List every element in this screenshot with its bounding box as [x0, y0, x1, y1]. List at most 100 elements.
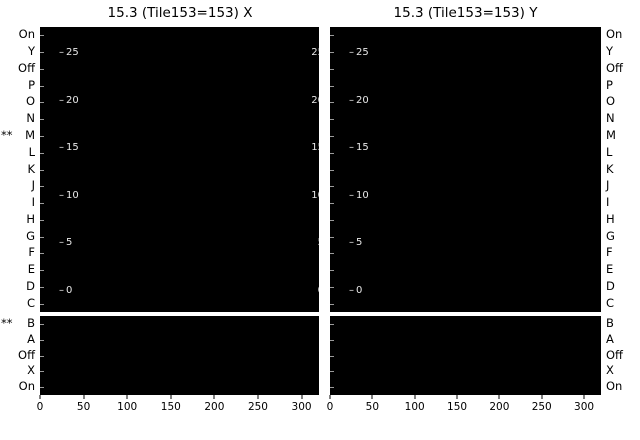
row-tick-18 [330, 339, 334, 341]
row-label-left-20: X [27, 363, 35, 378]
inner-tick-value: 0 [66, 284, 73, 296]
row-tick-9 [330, 186, 334, 188]
row-tick-14 [40, 270, 44, 272]
x-axis-panel-x: 0 50 100 150 200 250 300 [37, 395, 319, 425]
row-tick-17 [40, 323, 44, 325]
inner-tick-label-x-25: –25 [59, 48, 79, 58]
row-label-left-18: A [27, 331, 35, 346]
row-star-marker-M: ** [1, 127, 13, 142]
row-tick-4 [330, 102, 334, 104]
inner-tick-value: 15 [356, 142, 369, 154]
x-tick-label-x-50: 50 [76, 401, 91, 413]
row-tick-5 [330, 119, 334, 121]
row-tick-21 [330, 387, 334, 389]
row-tick-8 [330, 169, 334, 171]
row-tick-1 [330, 52, 334, 54]
row-tick-11 [40, 219, 44, 221]
row-label-left-13: F [28, 245, 35, 260]
row-label-left-5: N [26, 111, 35, 126]
x-tick-y-250 [541, 395, 543, 399]
inner-tick-label-right-edge-0: 0 [318, 285, 319, 296]
panel-y-upper[interactable]: –25–20–15–10–5–0 [330, 27, 601, 312]
inner-tick-value: 15 [66, 142, 79, 154]
row-label-right-16: C [606, 295, 615, 310]
row-label-right-20: X [606, 363, 614, 378]
inner-tick-value: 25 [356, 47, 369, 59]
inner-tick-value: 25 [66, 47, 79, 59]
row-star-marker-B: ** [1, 315, 13, 330]
inner-tick-dash: – [59, 94, 64, 106]
row-label-left-0: On [18, 27, 35, 42]
row-label-left-1: Y [27, 44, 35, 59]
x-tick-label-y-0: 0 [326, 401, 334, 413]
panel-x-upper[interactable]: –25–20–15–10–5–02520151050 [40, 27, 319, 312]
x-tick-x-250 [257, 395, 259, 399]
row-tick-16 [330, 303, 334, 305]
row-label-right-3: P [606, 77, 613, 92]
row-label-right-0: On [606, 27, 623, 42]
row-label-left-8: K [27, 161, 35, 176]
row-label-left-3: P [28, 77, 35, 92]
row-tick-0 [40, 35, 44, 37]
row-tick-6 [40, 135, 44, 137]
x-tick-label-y-200: 200 [489, 401, 510, 413]
inner-tick-dash: – [59, 142, 64, 154]
row-label-right-9: J [606, 178, 610, 193]
inner-tick-value: 20 [66, 94, 79, 106]
x-tick-label-y-150: 150 [447, 401, 468, 413]
x-tick-label-x-300: 300 [291, 401, 312, 413]
row-label-right-18: A [606, 331, 614, 346]
panel-title-y: 15.3 (Tile153=153) Y [393, 5, 538, 21]
row-label-right-13: F [606, 245, 613, 260]
row-tick-21 [40, 387, 44, 389]
inner-tick-dash: – [59, 237, 64, 249]
panel-y-lower[interactable] [330, 316, 601, 395]
inner-tick-label-right-edge-15: 15 [311, 142, 319, 154]
x-tick-y-300 [583, 395, 585, 399]
x-tick-label-x-100: 100 [117, 401, 138, 413]
row-label-right-7: L [606, 144, 613, 159]
inner-tick-value: 10 [356, 189, 369, 201]
x-tick-y-50 [371, 395, 373, 399]
x-tick-x-50 [83, 395, 85, 399]
inner-tick-label-right-edge-10: 10 [311, 189, 319, 201]
row-label-left-12: G [26, 228, 35, 243]
panel-x-lower[interactable] [40, 316, 319, 395]
inner-tick-label-y-0: –0 [349, 284, 362, 296]
inner-tick-dash: – [59, 47, 64, 59]
row-tick-19 [40, 355, 44, 357]
inner-tick-value: 5 [66, 237, 73, 249]
inner-tick-label-x-15: –15 [59, 143, 79, 153]
x-tick-label-y-250: 250 [531, 401, 552, 413]
row-label-right-1: Y [606, 44, 614, 59]
row-tick-15 [330, 286, 334, 288]
row-label-right-11: H [606, 211, 615, 226]
row-tick-20 [330, 371, 334, 373]
row-tick-15 [40, 286, 44, 288]
row-label-right-5: N [606, 111, 615, 126]
inner-tick-dash: – [349, 284, 354, 296]
row-tick-7 [40, 152, 44, 154]
row-tick-9 [40, 186, 44, 188]
row-label-right-15: D [606, 278, 615, 293]
row-tick-8 [40, 169, 44, 171]
row-label-right-8: K [606, 161, 614, 176]
x-tick-x-300 [301, 395, 303, 399]
row-tick-13 [40, 253, 44, 255]
x-tick-y-150 [456, 395, 458, 399]
panel-title-x: 15.3 (Tile153=153) X [107, 5, 253, 21]
row-label-left-10: I [31, 195, 35, 210]
row-label-left-16: C [26, 295, 35, 310]
row-label-right-17: B [606, 315, 614, 330]
row-tick-5 [40, 119, 44, 121]
inner-tick-label-y-15: –15 [349, 143, 369, 153]
row-tick-10 [330, 203, 334, 205]
x-axis-panel-y: 0 50 100 150 200 250 300 [326, 395, 601, 425]
row-tick-12 [40, 236, 44, 238]
row-label-left-11: H [26, 211, 35, 226]
inner-tick-label-y-25: –25 [349, 48, 369, 58]
inner-tick-dash: – [349, 94, 354, 106]
row-label-left-2: Off [18, 60, 35, 75]
inner-tick-label-x-5: –5 [59, 238, 72, 248]
